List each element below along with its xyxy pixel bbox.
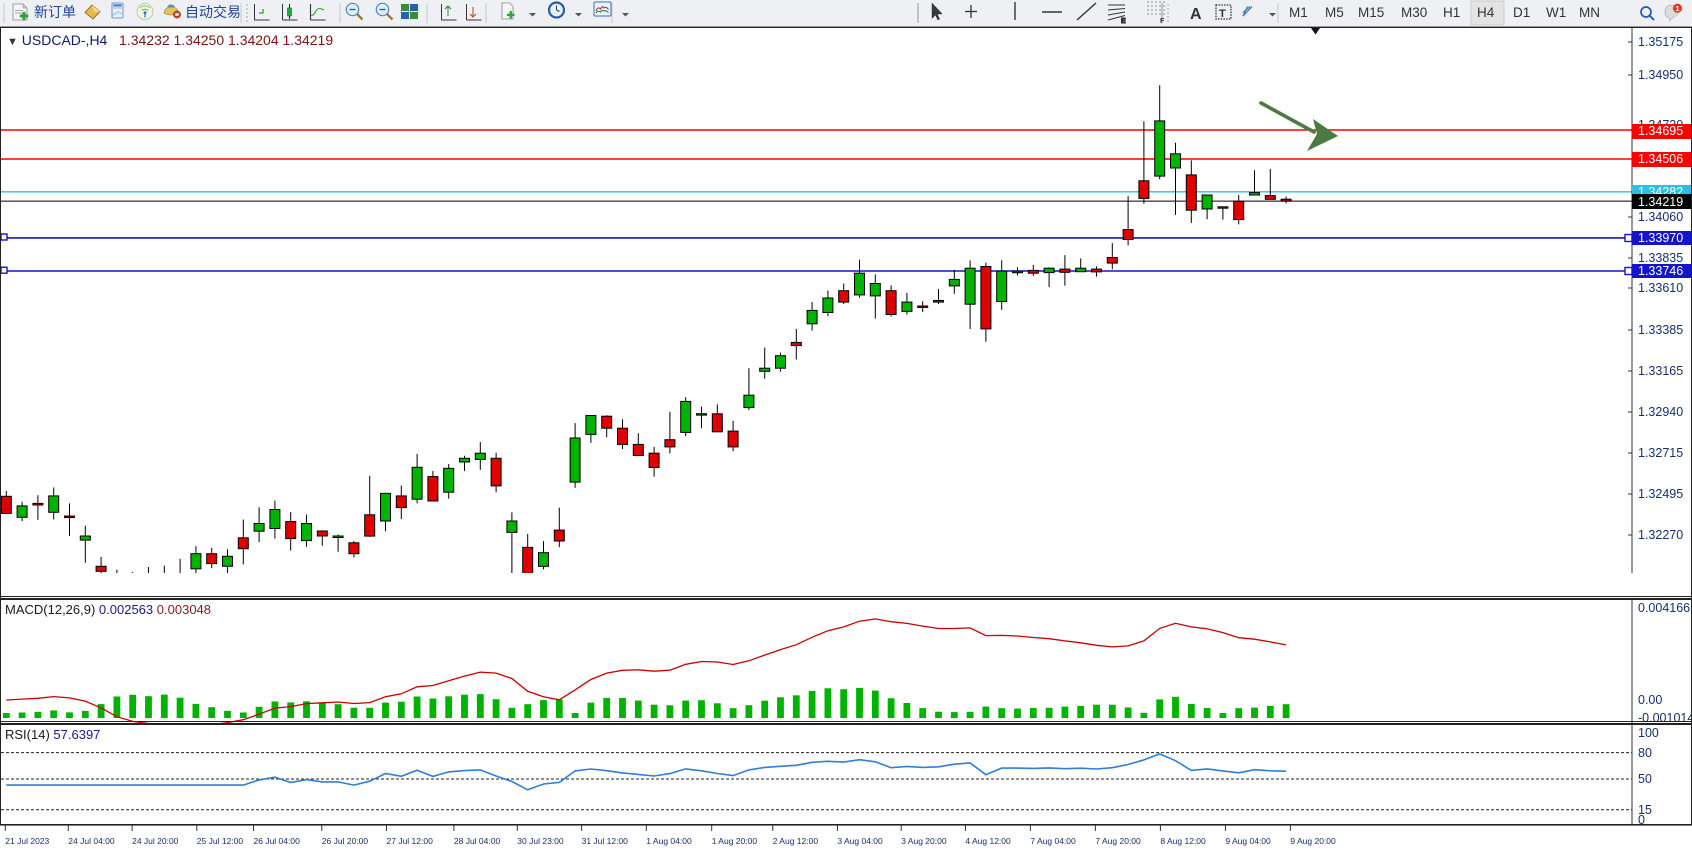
svg-text:21 Jul 2023: 21 Jul 2023 <box>5 836 49 846</box>
svg-text:9 Aug 20:00: 9 Aug 20:00 <box>1290 836 1336 846</box>
svg-text:M1: M1 <box>1289 5 1308 20</box>
svg-text:1.34060: 1.34060 <box>1638 210 1683 224</box>
svg-text:4 Aug 12:00: 4 Aug 12:00 <box>965 836 1011 846</box>
svg-text:1.32940: 1.32940 <box>1638 405 1683 419</box>
svg-text:新订单: 新订单 <box>34 4 76 20</box>
svg-text:1.34695: 1.34695 <box>1638 124 1683 138</box>
svg-text:0: 0 <box>1638 813 1645 824</box>
svg-text:1.33746: 1.33746 <box>1638 264 1683 278</box>
svg-text:24 Jul 20:00: 24 Jul 20:00 <box>132 836 179 846</box>
svg-text:1.33610: 1.33610 <box>1638 281 1683 295</box>
svg-text:1.32270: 1.32270 <box>1638 528 1683 542</box>
svg-text:A: A <box>1190 6 1202 23</box>
svg-text:H4: H4 <box>1477 5 1495 20</box>
svg-text:100: 100 <box>1638 726 1659 740</box>
svg-text:31 Jul 12:00: 31 Jul 12:00 <box>582 836 629 846</box>
svg-text:自动交易: 自动交易 <box>185 4 241 20</box>
svg-text:1.34506: 1.34506 <box>1638 152 1683 166</box>
svg-text:0.00: 0.00 <box>1638 693 1662 707</box>
svg-text:30 Jul 23:00: 30 Jul 23:00 <box>517 836 564 846</box>
svg-text:1.32715: 1.32715 <box>1638 446 1683 460</box>
svg-text:7 Aug 04:00: 7 Aug 04:00 <box>1030 836 1076 846</box>
svg-text:M5: M5 <box>1325 5 1344 20</box>
svg-text:0.004166: 0.004166 <box>1638 601 1690 615</box>
svg-text:1.33165: 1.33165 <box>1638 364 1683 378</box>
svg-text:7 Aug 20:00: 7 Aug 20:00 <box>1095 836 1141 846</box>
svg-text:9 Aug 04:00: 9 Aug 04:00 <box>1225 836 1271 846</box>
svg-text:M15: M15 <box>1358 5 1384 20</box>
svg-text:24 Jul 04:00: 24 Jul 04:00 <box>68 836 115 846</box>
svg-text:26 Jul 20:00: 26 Jul 20:00 <box>322 836 369 846</box>
svg-text:28 Jul 04:00: 28 Jul 04:00 <box>454 836 501 846</box>
svg-text:1.35175: 1.35175 <box>1638 35 1683 49</box>
svg-text:1.33385: 1.33385 <box>1638 323 1683 337</box>
svg-text:1.33835: 1.33835 <box>1638 251 1683 265</box>
svg-text:1.32495: 1.32495 <box>1638 487 1683 501</box>
svg-text:26 Jul 04:00: 26 Jul 04:00 <box>254 836 301 846</box>
svg-text:1.34219: 1.34219 <box>1638 195 1683 209</box>
svg-text:1.33970: 1.33970 <box>1638 231 1683 245</box>
svg-text:80: 80 <box>1638 746 1652 760</box>
svg-text:1 Aug 04:00: 1 Aug 04:00 <box>646 836 692 846</box>
svg-text:H1: H1 <box>1443 5 1460 20</box>
svg-text:27 Jul 12:00: 27 Jul 12:00 <box>387 836 434 846</box>
svg-text:8 Aug 12:00: 8 Aug 12:00 <box>1160 836 1206 846</box>
svg-text:T: T <box>1219 8 1226 20</box>
svg-text:M30: M30 <box>1401 5 1427 20</box>
svg-text:3 Aug 20:00: 3 Aug 20:00 <box>901 836 947 846</box>
svg-text:MN: MN <box>1579 5 1600 20</box>
svg-text:25 Jul 12:00: 25 Jul 12:00 <box>197 836 244 846</box>
svg-text:D1: D1 <box>1513 5 1530 20</box>
svg-text:1.34950: 1.34950 <box>1638 68 1683 82</box>
svg-text:50: 50 <box>1638 772 1652 786</box>
svg-text:E: E <box>1121 18 1126 25</box>
svg-text:2 Aug 12:00: 2 Aug 12:00 <box>773 836 819 846</box>
svg-text:W1: W1 <box>1546 5 1566 20</box>
svg-text:1: 1 <box>1675 4 1679 13</box>
svg-text:1 Aug 20:00: 1 Aug 20:00 <box>712 836 758 846</box>
svg-text:3 Aug 04:00: 3 Aug 04:00 <box>837 836 883 846</box>
svg-text:F: F <box>1160 18 1165 25</box>
